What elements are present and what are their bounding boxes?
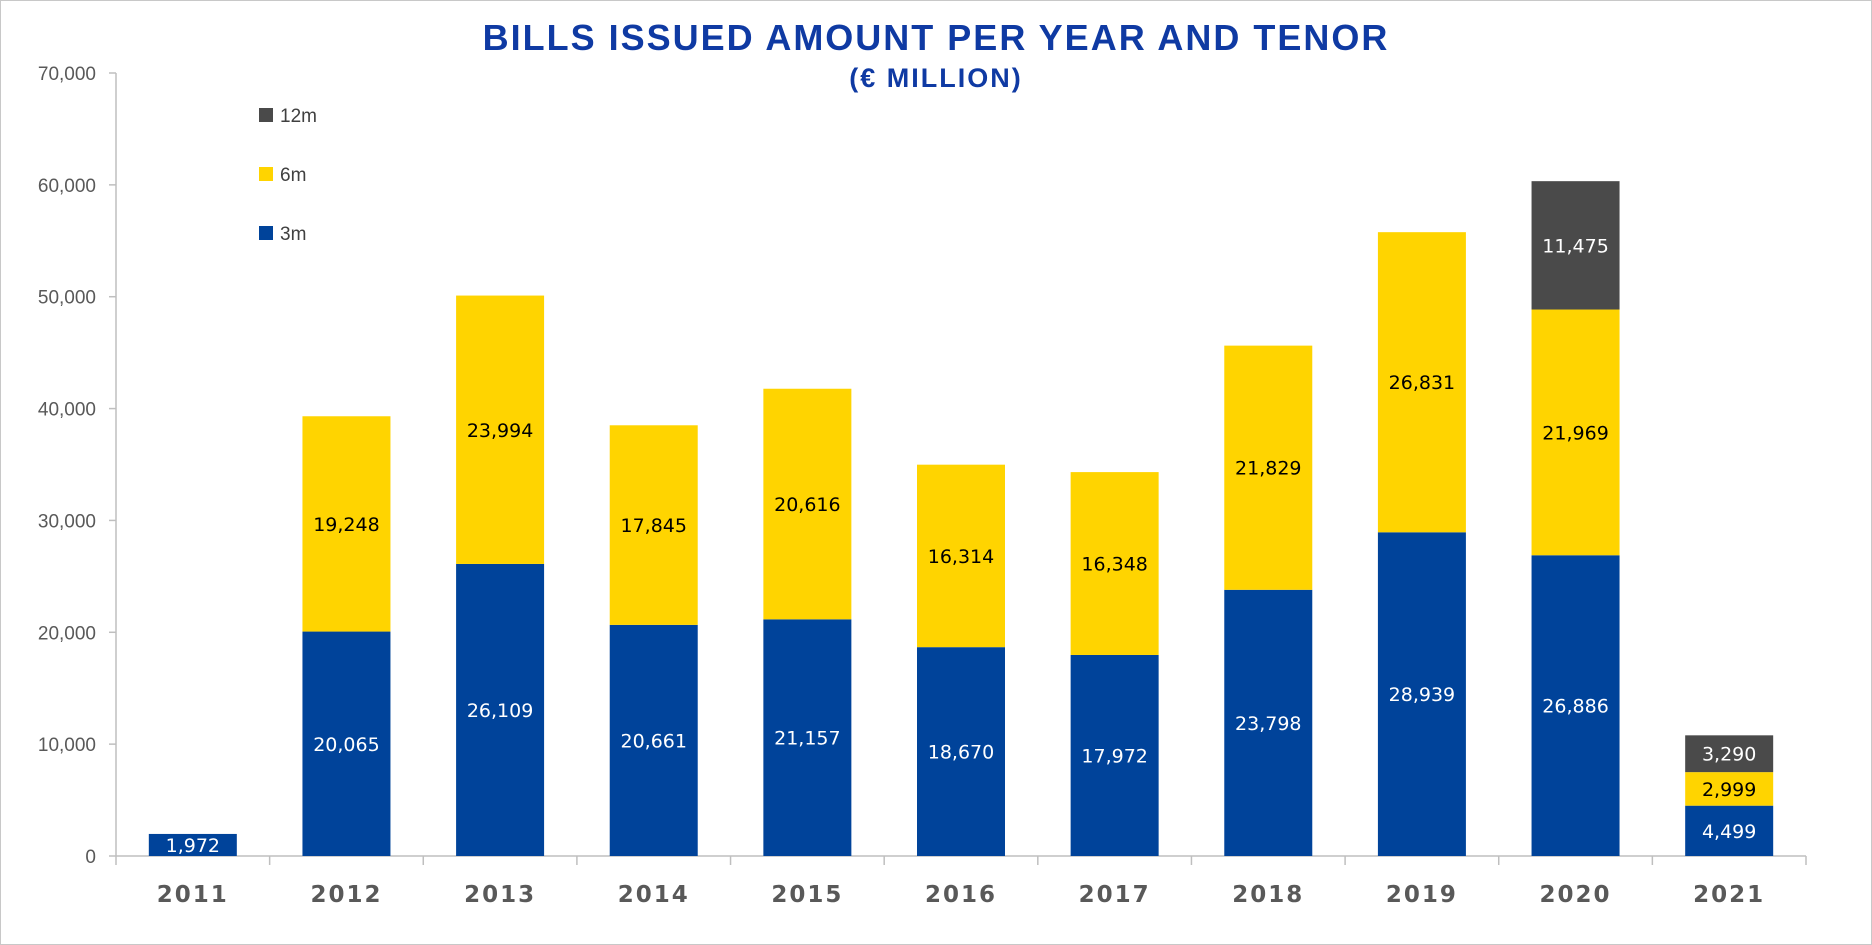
bar-segment-6m (1531, 309, 1620, 556)
bar-segment-3m (302, 631, 391, 856)
legend-swatch-3m (259, 226, 273, 240)
bar-segment-3m (148, 833, 237, 856)
y-tick-label: 60,000 (38, 176, 96, 197)
bar-segment-6m (1224, 345, 1313, 590)
bar-segment-6m (302, 416, 391, 632)
data-label: 11,475 (1542, 235, 1608, 257)
data-label: 20,661 (620, 730, 686, 752)
data-label: 18,670 (928, 742, 994, 764)
x-tick-label: 2018 (1232, 882, 1304, 908)
data-label: 28,939 (1389, 684, 1455, 706)
data-label: 26,109 (467, 700, 533, 722)
data-label: 26,831 (1389, 372, 1455, 394)
bar-segment-3m (609, 624, 698, 856)
x-tick-label: 2021 (1693, 882, 1765, 908)
x-tick-label: 2014 (618, 882, 690, 908)
x-tick-label: 2015 (771, 882, 843, 908)
y-tick-label: 20,000 (38, 623, 96, 644)
data-label: 1,972 (166, 835, 220, 857)
y-tick-label: 50,000 (38, 288, 96, 309)
legend-swatch-12m (259, 108, 273, 122)
legend-label-3m: 3m (280, 224, 306, 245)
data-label: 20,616 (774, 494, 840, 516)
y-tick-label: 0 (85, 847, 96, 868)
data-label: 2,999 (1702, 779, 1756, 801)
data-label: 17,845 (620, 515, 686, 537)
bar-segment-3m (1224, 589, 1313, 856)
data-label: 3,290 (1702, 744, 1756, 766)
data-label: 17,972 (1081, 745, 1147, 767)
bar-segment-3m (1070, 654, 1159, 856)
x-tick-label: 2017 (1079, 882, 1151, 908)
data-label: 16,314 (928, 546, 994, 568)
bar-segment-3m (917, 647, 1005, 856)
chart-title: BILLS ISSUED AMOUNT PER YEAR AND TENOR (483, 17, 1390, 58)
bar-segment-12m (1685, 735, 1774, 773)
legend-label-6m: 6m (280, 165, 306, 186)
x-tick-label: 2013 (464, 882, 536, 908)
data-label: 19,248 (313, 514, 379, 536)
bar-segment-6m (1070, 472, 1159, 655)
axes: 0 10,000 20,000 30,000 40,000 50,000 60,000 70,… (38, 64, 1807, 908)
bar-segment-3m (763, 619, 852, 856)
bar-segment-3m (456, 563, 545, 856)
bar-segment-6m (917, 464, 1005, 648)
legend: 12m 6m 3m (259, 106, 317, 245)
bar-segment-6m (609, 425, 698, 625)
bars: 1,972 20,065 19,248 26,109 23,994 20,661 17,84… (148, 181, 1774, 857)
legend-label-12m: 12m (280, 106, 317, 127)
bar-segment-3m (1685, 805, 1774, 856)
y-tick-label: 70,000 (38, 64, 96, 85)
data-label: 21,157 (774, 728, 840, 750)
bar-segment-6m (1377, 232, 1466, 533)
data-label: 26,886 (1542, 696, 1608, 718)
x-tick-label: 2011 (157, 882, 229, 908)
x-tick-label: 2012 (310, 882, 382, 908)
y-tick-label: 30,000 (38, 511, 96, 532)
chart-subtitle: (€ MILLION) (849, 63, 1022, 93)
bar-segment-6m (763, 388, 852, 620)
x-tick-label: 2016 (925, 882, 997, 908)
y-tick-label: 10,000 (38, 735, 96, 756)
x-tick-label: 2019 (1386, 882, 1458, 908)
data-label: 16,348 (1081, 554, 1147, 576)
legend-swatch-6m (259, 167, 273, 181)
data-label: 20,065 (313, 734, 379, 756)
x-tick-label: 2020 (1540, 882, 1612, 908)
bar-segment-3m (1531, 555, 1620, 856)
bar-segment-3m (1377, 532, 1466, 856)
y-tick-label: 40,000 (38, 400, 96, 421)
data-label: 23,994 (467, 420, 533, 442)
data-label: 21,969 (1542, 422, 1608, 444)
bar-segment-12m (1531, 181, 1620, 310)
bar-segment-6m (1685, 772, 1774, 806)
data-label: 23,798 (1235, 713, 1301, 735)
data-label: 21,829 (1235, 458, 1301, 480)
data-label: 4,499 (1702, 821, 1756, 843)
bar-segment-6m (456, 295, 545, 564)
